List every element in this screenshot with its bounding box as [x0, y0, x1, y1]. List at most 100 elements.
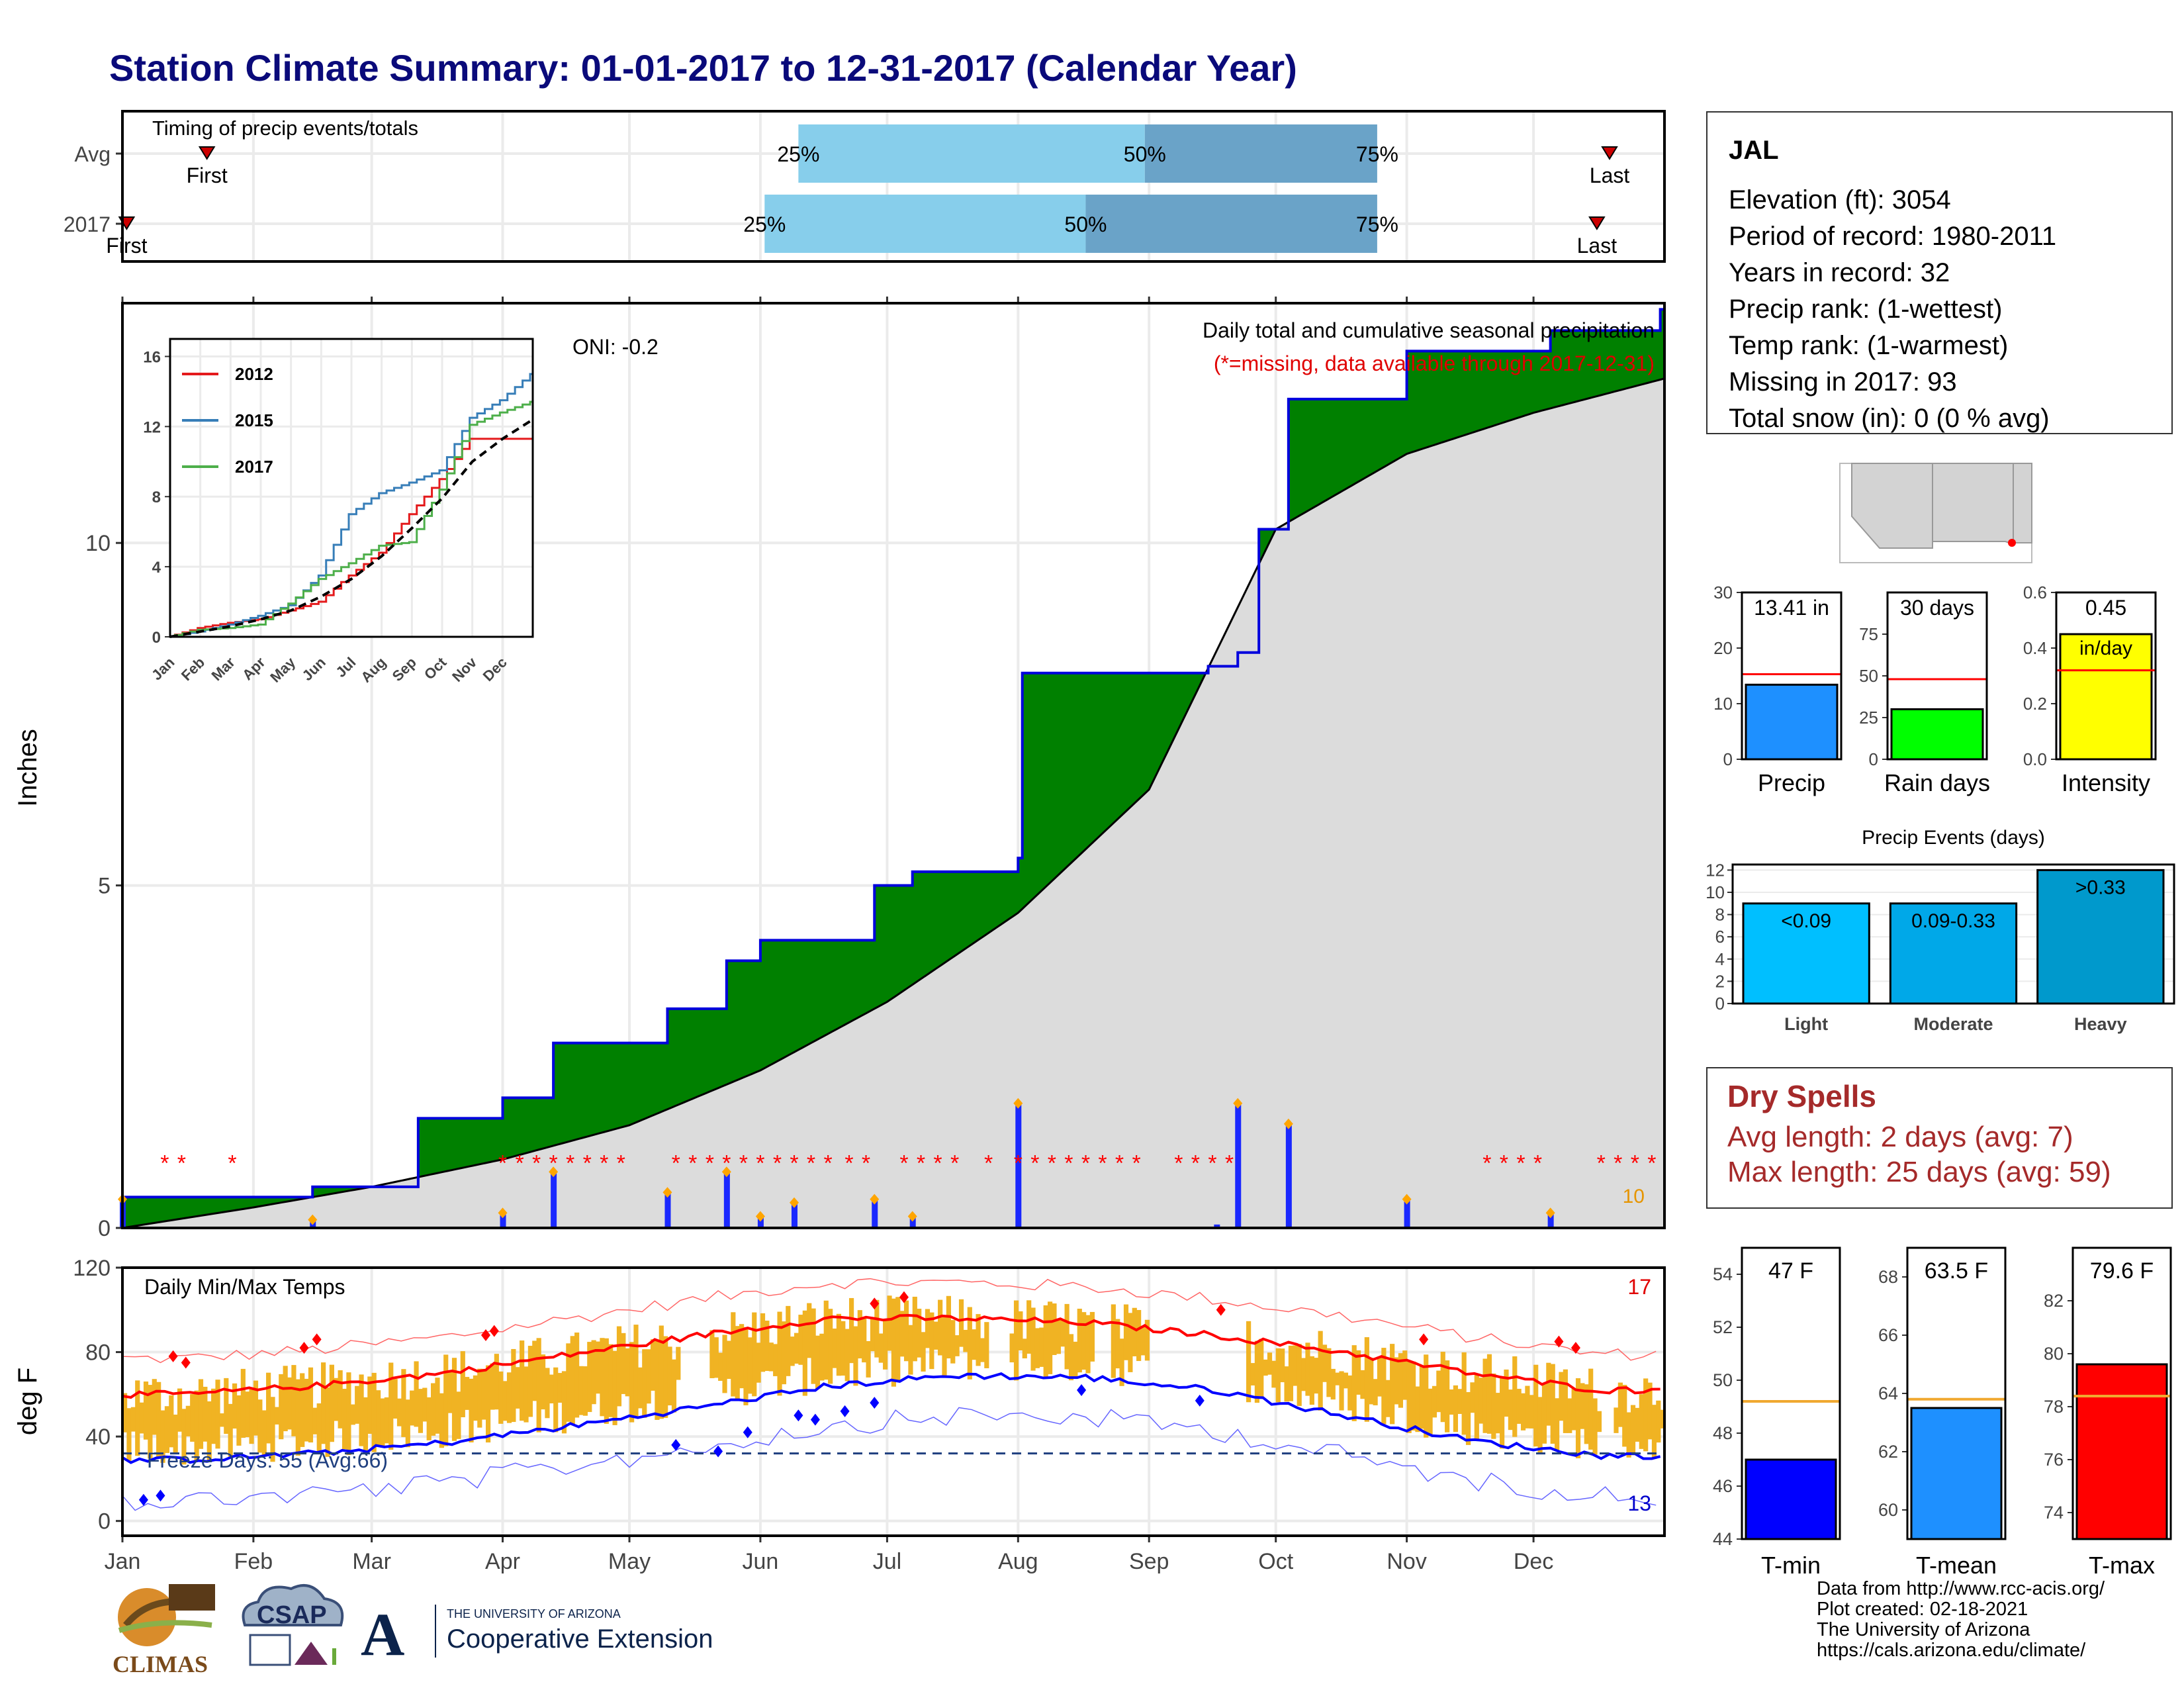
temp-daily-bar [384, 1397, 389, 1444]
temp-daily-bar [1111, 1304, 1116, 1378]
events-y-tick-label: 8 [1715, 905, 1725, 925]
temp-daily-bar [164, 1406, 170, 1453]
precip-above-normal [764, 940, 770, 1068]
temp-daily-bar [925, 1309, 931, 1348]
precip-daily-bar [1547, 1214, 1554, 1228]
precip-above-normal [283, 1197, 288, 1203]
station-line: Temp rank: (1-warmest) [1729, 331, 2009, 360]
precip-daily-marker [1013, 1098, 1023, 1109]
events-bar-label: 0.09-0.33 [1911, 910, 1995, 932]
precip-above-normal [807, 940, 812, 1046]
csap-logo-icon [242, 1584, 344, 1666]
inset-y-tick-label: 16 [143, 348, 161, 366]
inset-y-tick-label: 4 [152, 559, 161, 577]
temp-daily-bar [1301, 1358, 1306, 1391]
temp-daily-bar [1026, 1300, 1032, 1354]
temp-record-high-marker [312, 1333, 322, 1346]
events-y-tick-label: 4 [1715, 949, 1725, 969]
temp-daily-bar [1280, 1348, 1285, 1383]
temp-daily-bar [169, 1395, 174, 1448]
temp-daily-bar [451, 1358, 457, 1441]
timing-last-label: Last [1590, 164, 1630, 187]
temp-daily-bar [790, 1336, 795, 1366]
temp-x-tick-label: Jul [873, 1549, 901, 1574]
temp-daily-bar [443, 1354, 449, 1446]
precip-above-normal [1073, 673, 1078, 861]
temp-daily-bar [578, 1366, 584, 1415]
precip-above-normal [1128, 673, 1133, 810]
precip-above-normal [798, 940, 803, 1050]
precip-above-normal [883, 885, 888, 1004]
temp-daily-bar [414, 1361, 419, 1427]
summary-value-label: 30 days [1900, 596, 1974, 620]
temp-daily-bar [976, 1314, 981, 1366]
precip-above-normal [663, 1043, 668, 1111]
temp-daily-bar [545, 1368, 550, 1419]
precip-above-normal [680, 1008, 685, 1104]
temp-daily-bar [240, 1368, 246, 1438]
temp-daily-bar [1592, 1398, 1598, 1455]
temp-daily-bar [130, 1407, 136, 1432]
precip-daily-marker [549, 1166, 559, 1178]
events-y-tick-label: 10 [1706, 882, 1725, 902]
precip-daily-bar [1285, 1125, 1292, 1228]
temp-daily-bar [798, 1315, 803, 1365]
temp-daily-bar [807, 1303, 812, 1358]
temp-daily-bar [929, 1312, 934, 1370]
temp-daily-bar [1617, 1382, 1623, 1427]
dry-spells-avg: Avg length: 2 days (avg: 7) [1727, 1121, 2073, 1153]
temp-daily-bar [224, 1378, 229, 1434]
precip-above-normal [460, 1118, 465, 1168]
precip-above-normal [625, 1043, 630, 1127]
precip-above-normal [1018, 858, 1023, 913]
precip-daily-bar [500, 1214, 506, 1228]
temp-daily-bar [388, 1362, 394, 1450]
precip-above-normal [1356, 399, 1361, 483]
temp-record-low-marker [1195, 1394, 1205, 1407]
temp-daily-bar [671, 1359, 677, 1413]
temp-daily-bar [236, 1395, 242, 1446]
temp-y-tick-label: 40 [85, 1425, 111, 1450]
summary-value-label: 0.45 [2085, 596, 2126, 620]
precip-daily-marker [1233, 1098, 1243, 1109]
temp-daily-bar [532, 1340, 537, 1401]
precip-above-normal [917, 871, 922, 982]
summary-category-label: Rain days [1884, 769, 1990, 796]
precip-above-normal [633, 1043, 639, 1124]
precip-above-normal [790, 940, 795, 1055]
temp-record-low-marker [810, 1413, 820, 1426]
summary-bar [2059, 633, 2153, 761]
precip-above-normal [477, 1118, 482, 1165]
precip-above-normal [1039, 673, 1044, 893]
precip-above-normal [735, 961, 740, 1082]
temp-daily-bar [1546, 1362, 1551, 1426]
inset-legend-label: 2012 [235, 364, 273, 384]
temp-daily-bar [270, 1397, 275, 1462]
temp-daily-bar [380, 1398, 385, 1448]
temp-daily-bar [1136, 1309, 1142, 1362]
temp-daily-bar [1465, 1391, 1471, 1445]
station-line: Total snow (in): 0 (0 % avg) [1729, 404, 2050, 433]
precip-above-normal [781, 940, 786, 1059]
precip-above-normal [979, 871, 985, 939]
precip-above-normal [908, 885, 913, 988]
summary-y-tick-label: 0 [1723, 749, 1733, 769]
temp-daily-bar [1622, 1385, 1627, 1447]
timing-bar-early [764, 195, 1086, 253]
precip-above-normal [1149, 673, 1154, 790]
temp-daily-bar [862, 1318, 867, 1363]
temp-hot-count: 17 [1627, 1275, 1651, 1299]
temp-daily-bar [253, 1380, 259, 1436]
temp-daily-bar [1140, 1327, 1146, 1356]
temp-daily-bar [895, 1297, 901, 1382]
temp-record-high-marker [1554, 1335, 1564, 1348]
precip-above-normal [1529, 351, 1534, 414]
timing-bar-early [798, 124, 1145, 183]
precip-above-normal [655, 1043, 660, 1115]
precip-missing-marker: * [1614, 1151, 1622, 1176]
temp-daily-bar [1474, 1374, 1479, 1440]
temp-daily-bar [1305, 1342, 1310, 1396]
precip-above-normal [1094, 673, 1099, 841]
temp-daily-bar [1596, 1411, 1602, 1432]
precip-missing-marker: * [1647, 1151, 1656, 1176]
